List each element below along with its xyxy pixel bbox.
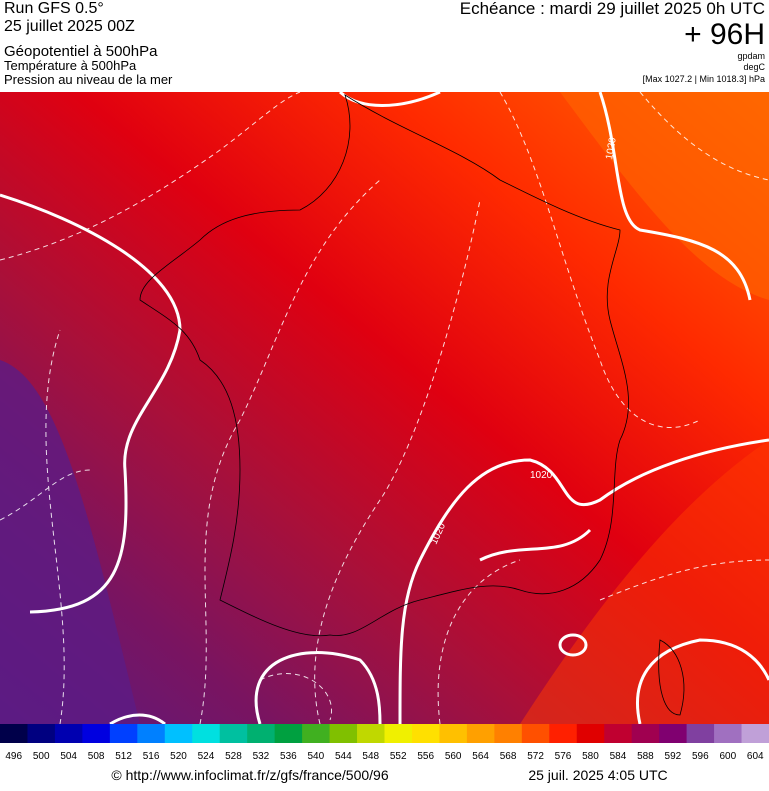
color-cell	[549, 724, 578, 743]
run-date: 25 juillet 2025 00Z	[4, 18, 135, 35]
scale-label: 516	[143, 751, 160, 762]
coastlines	[139, 94, 685, 716]
scale-label: 592	[665, 751, 682, 762]
color-cell	[439, 724, 468, 743]
scale-label: 528	[225, 751, 242, 762]
color-cell	[82, 724, 111, 743]
color-cell	[686, 724, 715, 743]
map-area: 1020 1020 1020	[0, 92, 769, 724]
color-cell	[0, 724, 28, 743]
color-cell	[521, 724, 550, 743]
field-label: Géopotentiel à 500hPa	[4, 43, 158, 60]
isobar-label: 1020	[530, 470, 553, 481]
color-cell	[137, 724, 166, 743]
color-cell	[494, 724, 523, 743]
temperature-contours	[0, 92, 769, 724]
unit-label: gpdam	[737, 51, 765, 61]
scale-label: 520	[170, 751, 187, 762]
color-cell	[192, 724, 221, 743]
run-title: Run GFS 0.5°	[4, 0, 104, 17]
color-cell	[741, 724, 769, 743]
scale-label: 584	[610, 751, 627, 762]
scale-label: 576	[555, 751, 572, 762]
scale-label: 564	[472, 751, 489, 762]
color-cell	[164, 724, 193, 743]
scale-label: 560	[445, 751, 462, 762]
color-cell	[466, 724, 495, 743]
scale-label: 596	[692, 751, 709, 762]
color-cell	[714, 724, 743, 743]
unit-label: degC	[743, 62, 765, 72]
scale-label: 504	[60, 751, 77, 762]
scale-label: 588	[637, 751, 654, 762]
color-scale: 496 500 504 508 512 516 520 524 528 532 536 540 544 5…	[0, 724, 769, 762]
field-label: Température à 500hPa	[4, 58, 137, 73]
color-cell	[329, 724, 358, 743]
scale-label: 548	[362, 751, 379, 762]
scale-label: 572	[527, 751, 544, 762]
color-cell	[27, 724, 56, 743]
isobar-label: 1020	[604, 136, 619, 160]
color-cell	[659, 724, 688, 743]
color-cell	[219, 724, 248, 743]
extremes-label: [Max 1027.2 | Min 1018.3] hPa	[643, 74, 765, 84]
scale-label: 580	[582, 751, 599, 762]
scale-label: 544	[335, 751, 352, 762]
color-cell	[604, 724, 633, 743]
lead-time: + 96H	[684, 18, 765, 51]
scale-label: 496	[5, 751, 22, 762]
field-label: Pression au niveau de la mer	[4, 72, 173, 87]
scale-label: 568	[500, 751, 517, 762]
scale-label: 540	[307, 751, 324, 762]
color-cell	[302, 724, 331, 743]
generated-time: 25 juil. 2025 4:05 UTC	[528, 767, 667, 783]
isobars	[0, 92, 769, 724]
color-cell	[109, 724, 138, 743]
scale-label: 512	[115, 751, 132, 762]
color-cell	[576, 724, 605, 743]
scale-label: 600	[719, 751, 736, 762]
cold-zone	[0, 360, 140, 724]
color-cell	[384, 724, 413, 743]
color-cell	[274, 724, 303, 743]
color-cell	[411, 724, 440, 743]
scale-label: 508	[88, 751, 105, 762]
scale-label: 556	[417, 751, 434, 762]
scale-label: 524	[198, 751, 215, 762]
scale-label: 604	[747, 751, 764, 762]
scale-label: 552	[390, 751, 407, 762]
source-url: © http://www.infoclimat.fr/z/gfs/france/…	[111, 767, 388, 783]
scale-label: 500	[33, 751, 50, 762]
color-cell	[631, 724, 660, 743]
color-cell	[357, 724, 385, 743]
forecast-time: Echéance : mardi 29 juillet 2025 0h UTC	[460, 0, 765, 18]
scale-label: 532	[253, 751, 270, 762]
color-cell	[54, 724, 83, 743]
scale-label: 536	[280, 751, 297, 762]
color-cell	[247, 724, 276, 743]
